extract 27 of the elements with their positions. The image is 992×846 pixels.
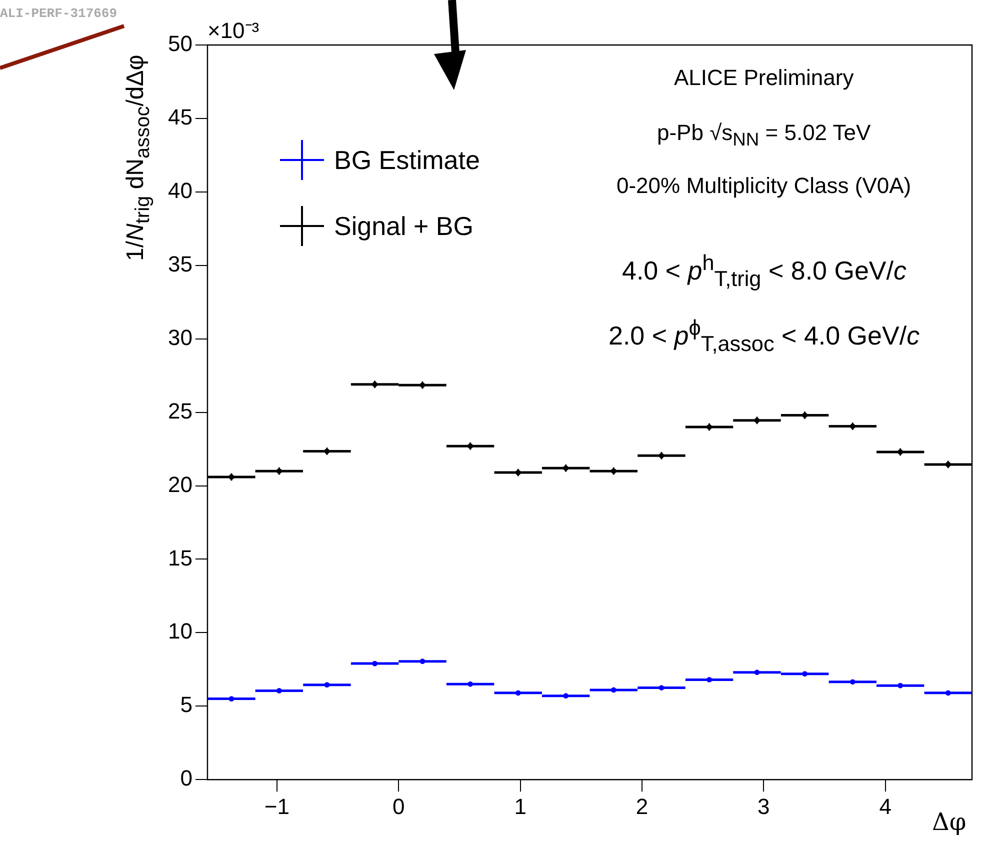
x-tick-label: 1	[514, 794, 526, 819]
x-tick-label: 2	[636, 794, 648, 819]
y-tick-label: 45	[168, 104, 192, 130]
annotation: p-Pb √s$_{NN}$ = 5.02 TeV	[657, 120, 871, 150]
y-tick-label: 25	[168, 398, 192, 424]
text: ALI-PERF-317669	[0, 6, 118, 21]
annotation: ALICE Preliminary	[674, 65, 854, 91]
y-tick-label: 0	[180, 766, 192, 791]
text: ×10⁻³	[207, 17, 260, 44]
annotation: 2.0 < p$^{ϕ}$$_{T,assoc}$ < 4.0 GeV/c	[608, 315, 920, 357]
legend-label: BG Estimate	[334, 144, 480, 176]
y-tick-label: 35	[168, 251, 192, 276]
legend-label: Signal + BG	[334, 210, 474, 242]
x-tick-label: 4	[879, 794, 892, 819]
y-tick-label: 5	[180, 692, 192, 718]
y-tick-label: 20	[168, 472, 192, 497]
y-tick-label: 50	[168, 31, 192, 56]
y-tick-label: 40	[168, 178, 192, 203]
annotation: 0-20% Multiplicity Class (V0A)	[616, 173, 912, 199]
y-tick-label: 30	[168, 324, 192, 350]
y-tick-label: 10	[168, 618, 192, 644]
x-tick-label: −1	[264, 794, 290, 819]
x-tick-label: 0	[392, 794, 405, 819]
annotation: 4.0 < p$^{h}$$_{T,trig}$ < 8.0 GeV/c	[622, 250, 906, 292]
x-axis-title: Δφ	[932, 808, 966, 836]
x-tick-label: 3	[758, 794, 770, 819]
y-tick-label: 15	[168, 545, 192, 570]
